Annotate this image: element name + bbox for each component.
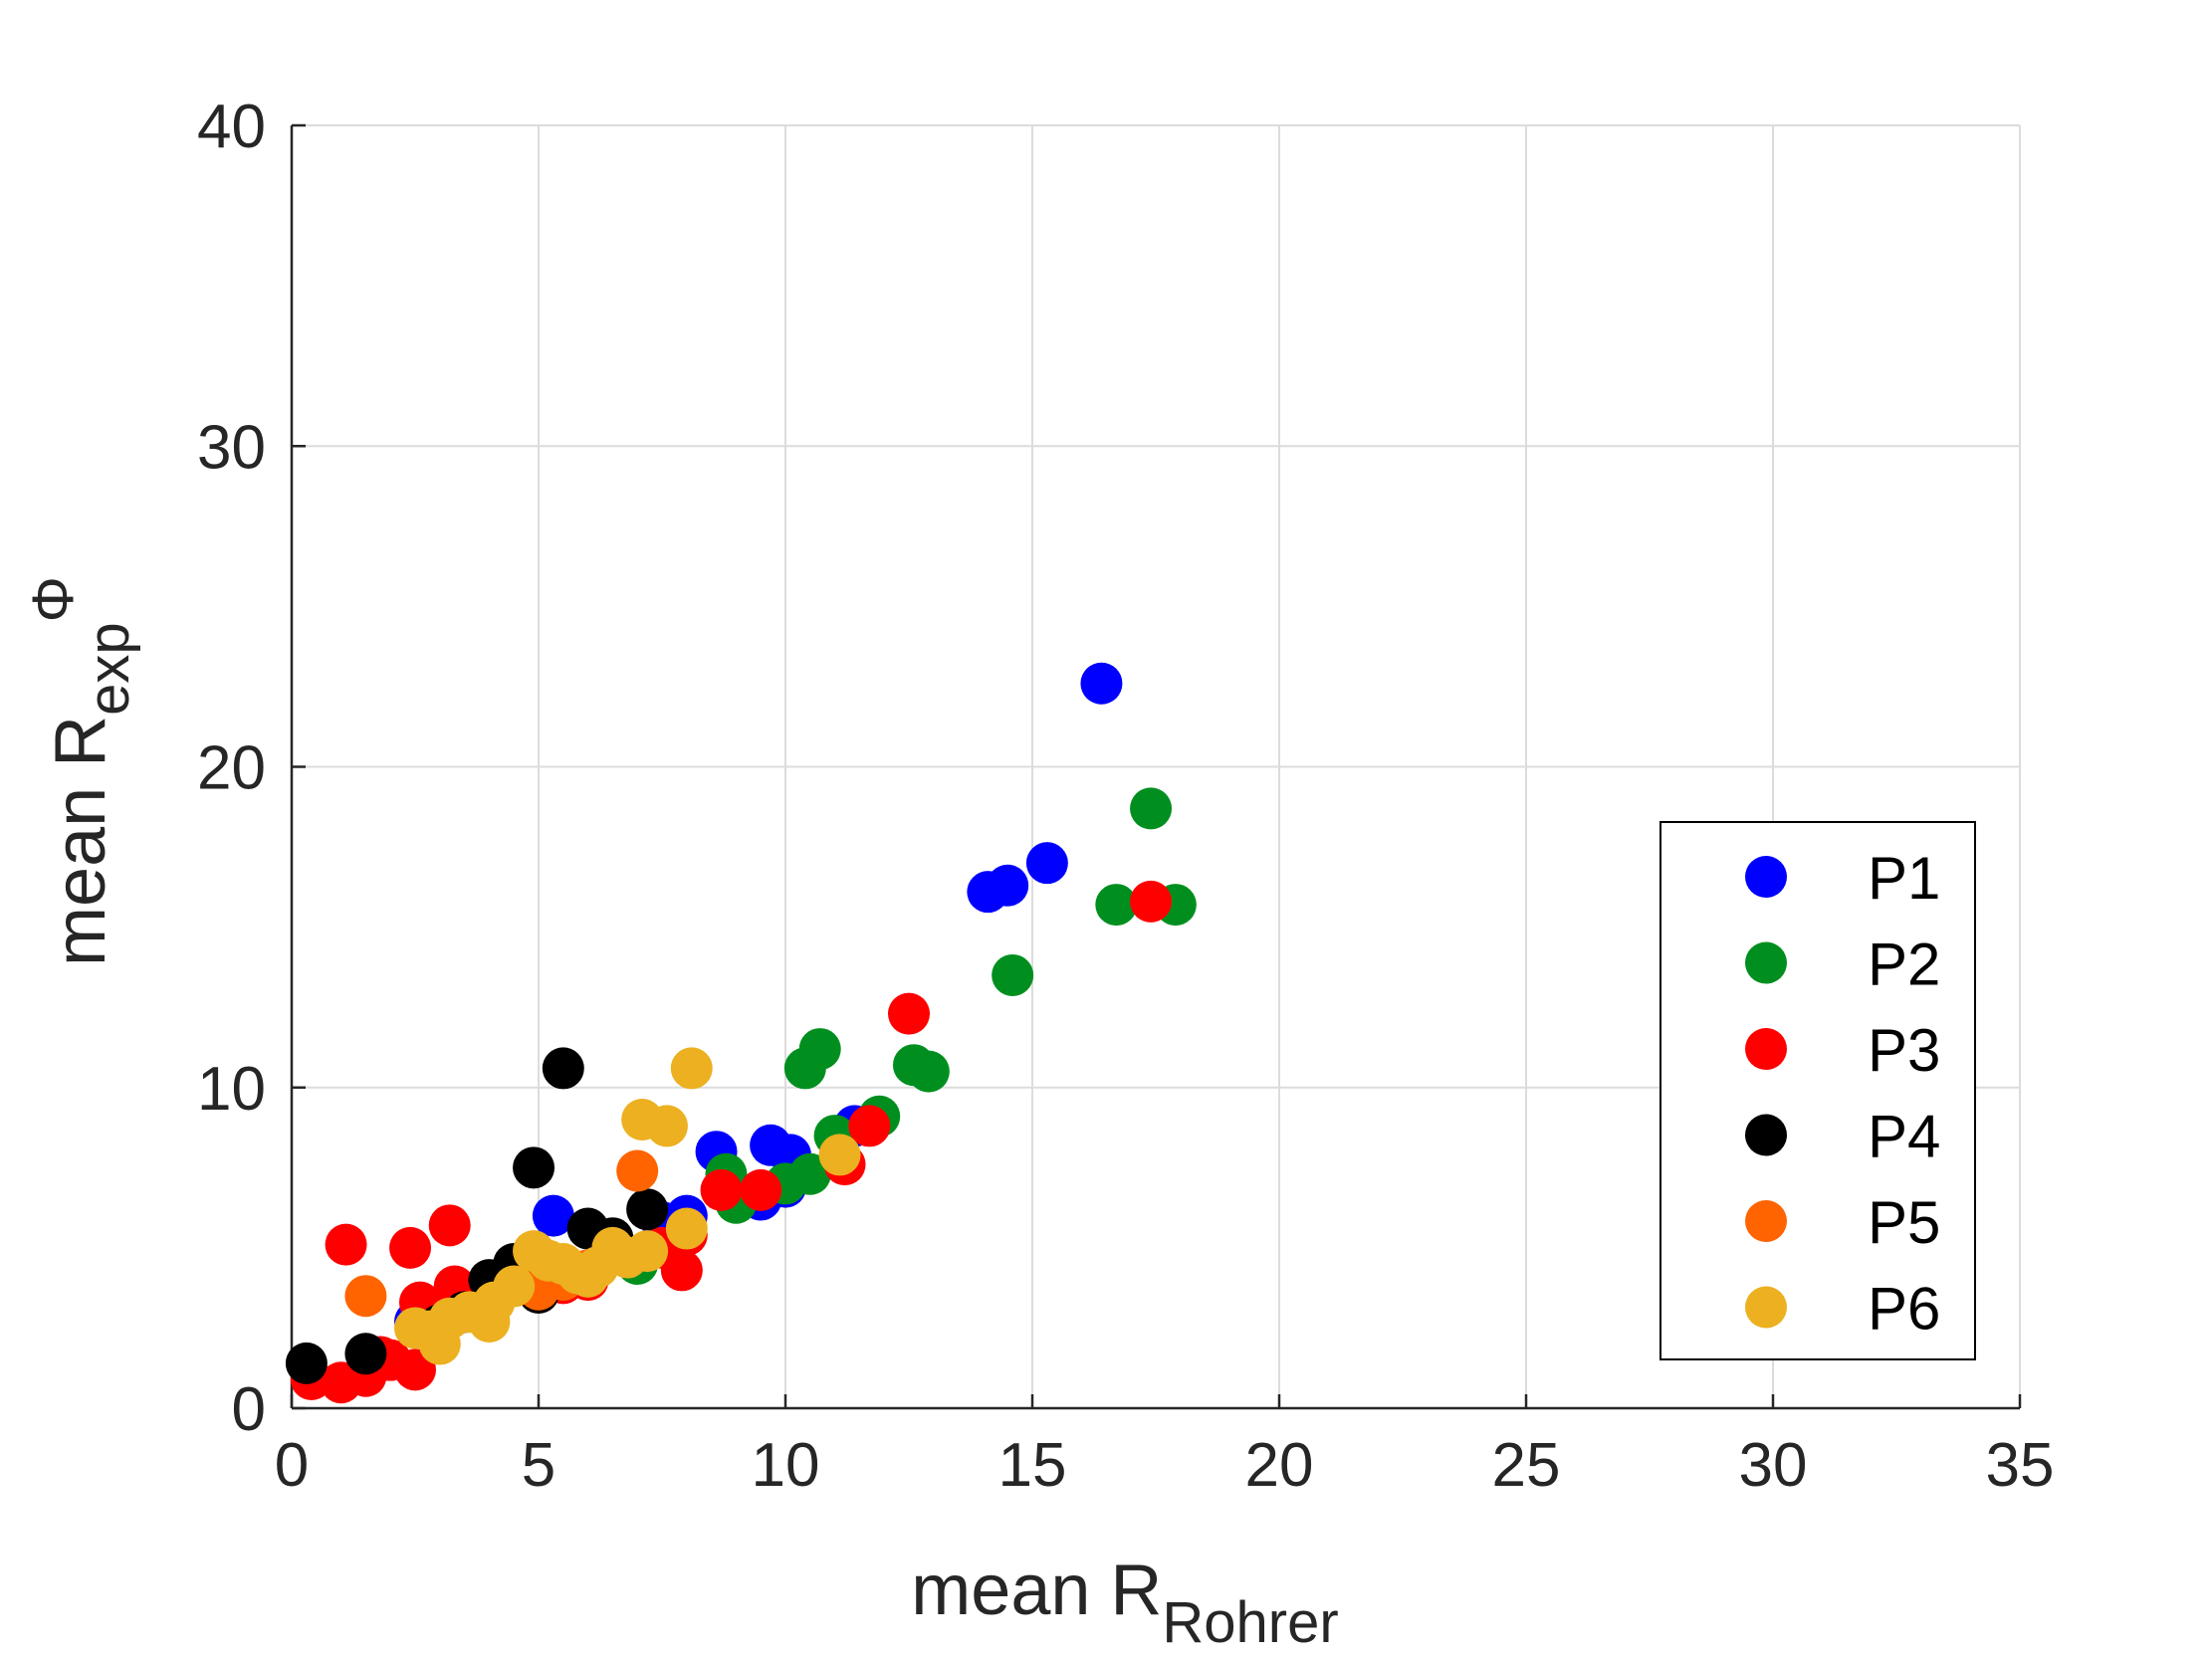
- tick-labels: 0 5 10 15 20 25 30 35 0 10 20 30 40: [197, 93, 2054, 1500]
- axes: [290, 123, 2022, 1410]
- y-tick-label: 10: [197, 1055, 266, 1124]
- legend-label-p2: P2: [1868, 932, 1940, 998]
- y-tick-label: 0: [232, 1375, 266, 1444]
- legend-label-p4: P4: [1868, 1104, 1940, 1170]
- legend-label-p5: P5: [1868, 1189, 1940, 1256]
- data-point-p3: [428, 1204, 471, 1247]
- data-point-p1: [1080, 662, 1123, 705]
- x-axis-label-main: mean R: [911, 1551, 1162, 1630]
- x-axis-label: mean RRohrer: [911, 1551, 1338, 1655]
- data-point-p3: [325, 1223, 367, 1266]
- data-point-p5: [616, 1149, 659, 1192]
- legend-marker-p1: [1745, 856, 1787, 898]
- x-tick-label: 0: [275, 1431, 309, 1500]
- data-point-p4: [513, 1146, 555, 1189]
- data-point-p3: [700, 1168, 743, 1211]
- data-points: [285, 662, 1197, 1404]
- legend: P1 P2 P3 P4 P5 P6: [1659, 821, 1976, 1360]
- data-point-p2: [798, 1028, 841, 1071]
- legend-label-p6: P6: [1868, 1276, 1940, 1343]
- data-point-p3: [740, 1168, 782, 1211]
- data-point-p1: [987, 864, 1029, 907]
- y-axis-label-superscript: Φ: [21, 576, 86, 622]
- legend-marker-p3: [1745, 1028, 1787, 1070]
- x-tick-label: 20: [1245, 1431, 1314, 1500]
- x-axis-label-subscript: Rohrer: [1162, 1590, 1338, 1655]
- legend-marker-p6: [1745, 1286, 1787, 1329]
- y-tick-label: 30: [197, 413, 266, 482]
- data-point-p3: [848, 1105, 891, 1147]
- data-point-p6: [566, 1255, 609, 1298]
- data-point-p4: [626, 1188, 669, 1231]
- data-point-p2: [1130, 787, 1173, 830]
- legend-label-p3: P3: [1868, 1017, 1940, 1084]
- data-point-p6: [670, 1047, 713, 1090]
- data-point-p2: [907, 1050, 950, 1093]
- data-point-p3: [389, 1226, 432, 1269]
- y-tick-label: 20: [197, 734, 266, 803]
- data-point-p6: [818, 1134, 861, 1176]
- legend-box: [1659, 821, 1976, 1360]
- data-point-p6: [645, 1105, 688, 1147]
- legend-marker-p5: [1745, 1200, 1787, 1242]
- data-point-p6: [606, 1236, 649, 1279]
- data-point-p6: [468, 1300, 511, 1343]
- x-tick-label: 10: [752, 1431, 820, 1500]
- x-tick-label: 25: [1492, 1431, 1561, 1500]
- data-point-p6: [418, 1323, 461, 1365]
- data-point-p2: [992, 953, 1034, 996]
- y-axis-label-main: mean R: [41, 716, 120, 966]
- data-point-p6: [665, 1207, 708, 1250]
- x-tick-label: 15: [998, 1431, 1067, 1500]
- legend-marker-p2: [1745, 941, 1787, 984]
- y-axis-label-subscript: exp: [77, 622, 141, 716]
- data-point-p4: [344, 1333, 387, 1375]
- data-point-p4: [285, 1342, 328, 1384]
- x-tick-label: 30: [1739, 1431, 1808, 1500]
- data-point-p1: [532, 1194, 574, 1237]
- x-tick-label: 35: [1986, 1431, 2055, 1500]
- y-axis-label: mean RexpΦ: [21, 576, 141, 966]
- data-point-p5: [344, 1275, 387, 1318]
- legend-label-p1: P1: [1868, 845, 1940, 912]
- data-point-p1: [1025, 842, 1068, 885]
- data-point-p3: [1130, 880, 1173, 923]
- y-tick-label: 40: [197, 93, 266, 161]
- data-point-p3: [888, 992, 930, 1035]
- x-tick-label: 5: [522, 1431, 555, 1500]
- data-point-p4: [542, 1047, 584, 1090]
- data-point-p2: [1095, 884, 1138, 927]
- legend-marker-p4: [1745, 1114, 1787, 1156]
